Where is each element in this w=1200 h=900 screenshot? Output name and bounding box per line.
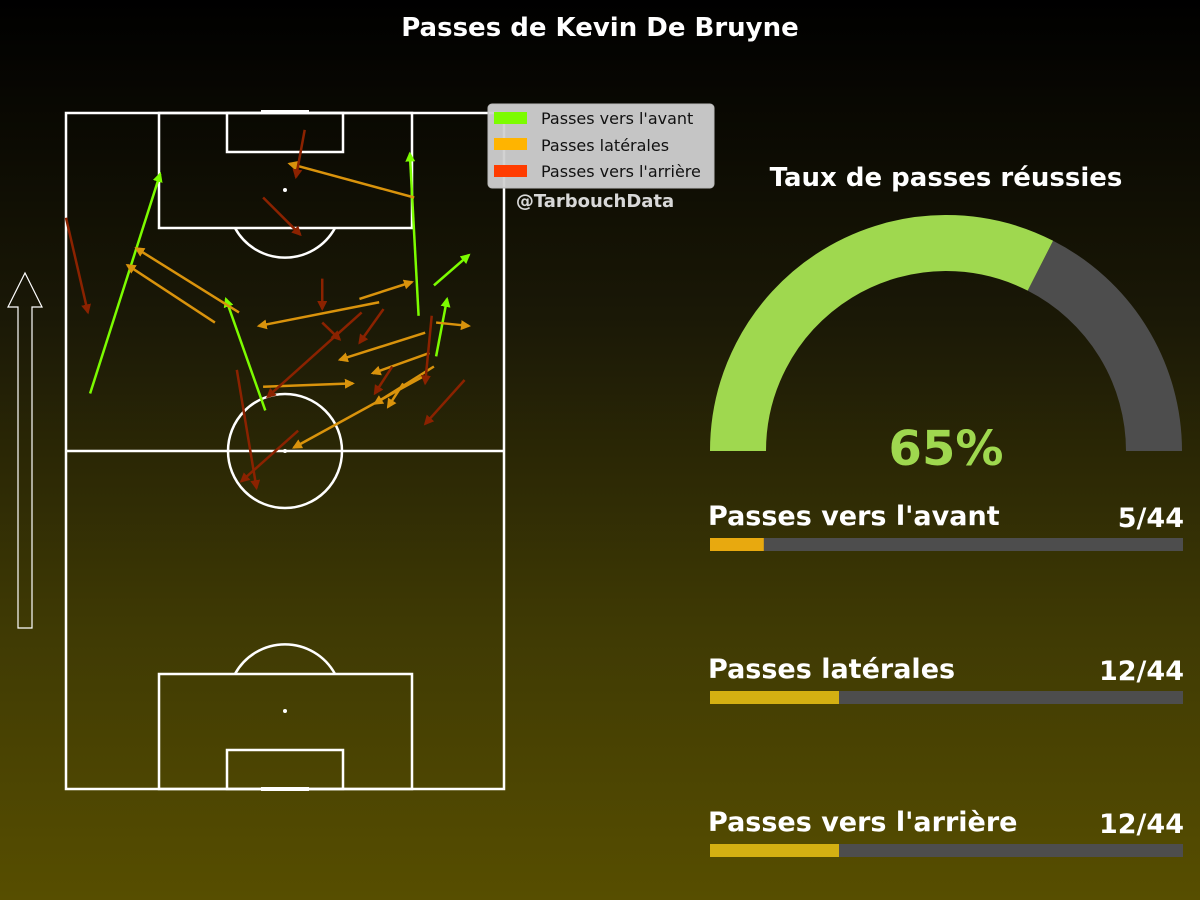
legend-swatch-backward: [494, 165, 527, 177]
bar-lateral: Passes latérales 12/44: [708, 654, 1184, 704]
bar-label-forward: Passes vers l'avant: [708, 501, 1000, 532]
bar-label-backward: Passes vers l'arrière: [708, 807, 1017, 838]
bar-value-forward: 5/44: [1118, 503, 1184, 534]
pass-backward-21: [321, 321, 342, 341]
bottom-six-yard-box: [225, 748, 345, 791]
pass-backward-25: [420, 315, 433, 386]
pass-lateral-8: [256, 301, 380, 330]
gauge-title: Taux de passes réussies: [770, 163, 1123, 193]
bar-fill-lateral: [710, 691, 839, 704]
pass-forward-2: [405, 151, 420, 316]
bar-backward: Passes vers l'arrière 12/44: [708, 807, 1184, 857]
pass-lateral-9: [359, 279, 414, 301]
pass-backward-19: [64, 217, 91, 315]
bottom-penalty-area: [157, 672, 414, 791]
center-circle: [226, 392, 344, 510]
pass-backward-28: [235, 369, 261, 491]
passes-layer: [64, 129, 471, 491]
pass-lateral-12: [370, 351, 430, 376]
top-penalty-area: [157, 111, 414, 230]
legend-swatch-lateral: [494, 138, 527, 150]
legend-swatch-forward: [494, 112, 527, 124]
legend-box: [487, 103, 715, 189]
pass-forward-4: [434, 296, 451, 357]
pass-forward-3: [433, 253, 471, 287]
pass-backward-27: [239, 429, 299, 483]
gauge-value: 65%: [889, 421, 1004, 477]
legend-label-lateral: Passes latérales: [541, 136, 669, 155]
top-penalty-arc: [233, 227, 337, 259]
chart-title: Passes de Kevin De Bruyne: [401, 13, 799, 43]
bar-fill-backward: [710, 844, 839, 857]
bar-value-lateral: 12/44: [1099, 656, 1184, 687]
gauge-fill: [710, 215, 1054, 452]
gauge-track: [1027, 240, 1182, 452]
pass-backward-26: [423, 379, 466, 426]
pass-forward-0: [88, 171, 163, 394]
legend-label-backward: Passes vers l'arrière: [541, 162, 701, 181]
bar-track-forward: [710, 538, 1183, 551]
pass-lateral-10: [435, 320, 471, 331]
pass-lateral-5: [287, 160, 415, 199]
attack-direction-arrow-icon: [7, 271, 43, 629]
legend: Passes vers l'avant Passes latérales Pas…: [487, 103, 715, 189]
bar-forward: Passes vers l'avant 5/44: [708, 501, 1184, 551]
pass-lateral-11: [337, 331, 426, 363]
bar-value-backward: 12/44: [1099, 809, 1184, 840]
top-penalty-spot: [283, 188, 287, 192]
pass-backward-24: [373, 365, 394, 396]
pass-forward-1: [223, 297, 267, 411]
watermark: @TarbouchData: [516, 191, 674, 212]
pass-lateral-7: [125, 264, 216, 324]
legend-label-forward: Passes vers l'avant: [541, 109, 693, 128]
pass-backward-17: [292, 129, 306, 180]
bar-label-lateral: Passes latérales: [708, 654, 955, 685]
pass-backward-22: [358, 308, 385, 345]
bottom-penalty-spot: [283, 709, 287, 713]
top-six-yard-box: [225, 111, 345, 154]
bottom-penalty-arc: [233, 643, 337, 675]
center-spot: [283, 449, 287, 453]
pass-lateral-16: [386, 382, 405, 409]
bar-fill-forward: [710, 538, 764, 551]
pass-lateral-6: [134, 247, 240, 314]
pass-backward-23: [265, 311, 363, 399]
pass-backward-18: [262, 196, 302, 237]
pass-lateral-13: [263, 378, 355, 389]
pass-lateral-15: [292, 375, 424, 449]
